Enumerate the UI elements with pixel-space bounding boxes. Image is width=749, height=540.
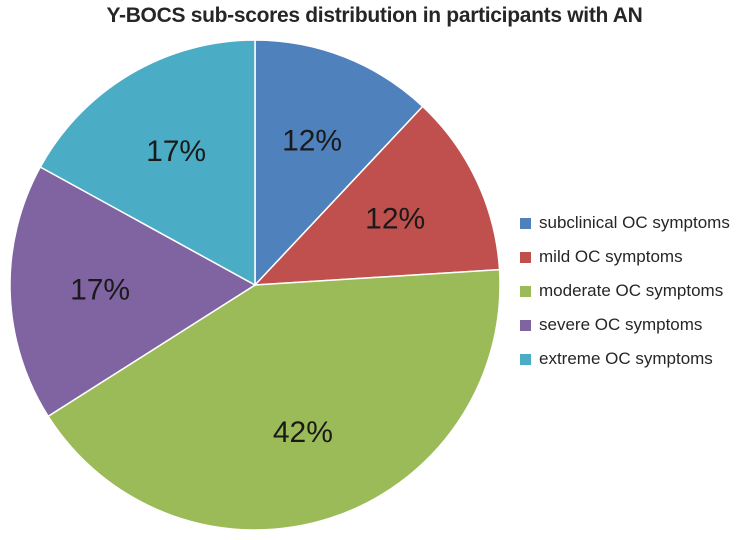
legend-label-3: severe OC symptoms [539,315,703,334]
legend-label-2: moderate OC symptoms [539,281,724,300]
slice-data-label-0: 12% [282,124,342,157]
legend-swatch-2 [520,285,531,297]
pie-slice-3 [9,165,257,418]
legend-swatch-3 [520,319,531,331]
legend-item-3: severe OC symptoms [520,308,730,342]
slice-data-label-2: 42% [273,416,333,449]
pie-slice-1 [253,105,501,286]
legend-item-0: subclinical OC symptoms [520,206,730,240]
slice-data-label-4: 17% [146,135,206,168]
pie-slice-0 [254,39,424,287]
slice-data-label-3: 17% [70,273,130,306]
legend-item-2: moderate OC symptoms [520,274,730,308]
pie-slice-2 [47,268,501,531]
slice-data-label-1: 12% [365,203,425,236]
legend-label-4: extreme OC symptoms [539,349,713,368]
legend-swatch-0 [520,217,531,229]
legend-swatch-4 [520,353,531,365]
legend-swatch-1 [520,251,531,263]
legend: subclinical OC symptoms mild OC symptoms m… [520,206,730,376]
legend-label-1: mild OC symptoms [539,247,683,266]
legend-item-4: extreme OC symptoms [520,342,730,376]
legend-label-0: subclinical OC symptoms [539,213,730,232]
legend-item-1: mild OC symptoms [520,240,730,274]
chart-title: Y-BOCS sub-scores distribution in partic… [106,4,643,27]
pie-slice-4 [39,39,256,287]
